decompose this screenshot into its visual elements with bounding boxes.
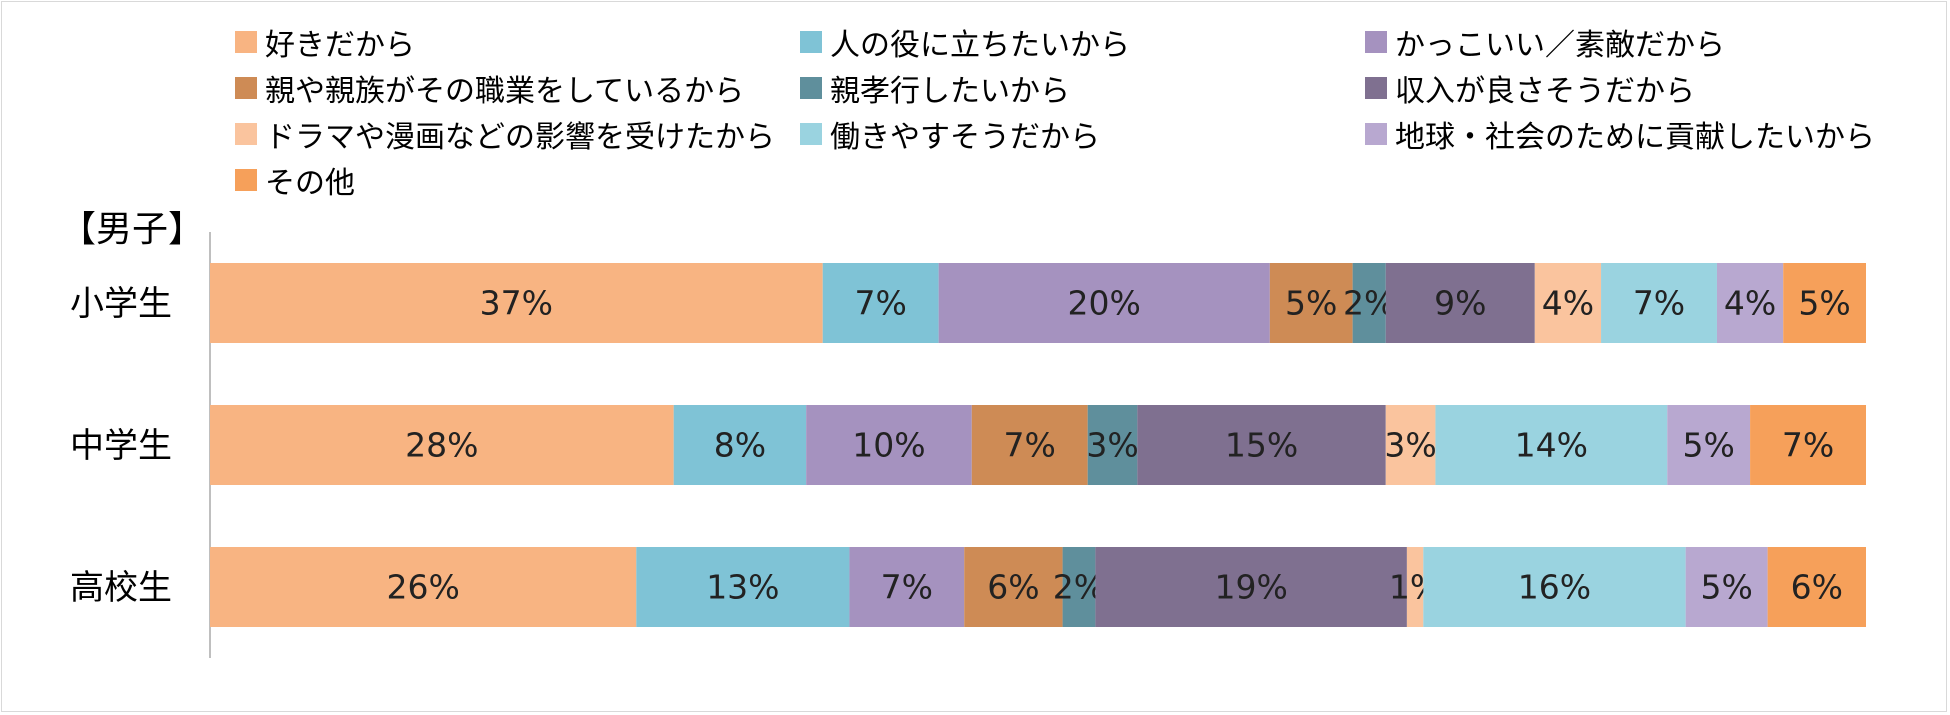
bar-segment	[1062, 547, 1096, 627]
data-label: 7%	[1633, 284, 1685, 323]
legend-label: 好きだから	[265, 28, 415, 63]
legend-item: ドラマや漫画などの影響を受けたから	[235, 114, 775, 155]
data-label: 14%	[1515, 426, 1588, 465]
data-label: 13%	[706, 568, 779, 607]
data-label: 15%	[1225, 426, 1298, 465]
chart-title: 【男子】	[60, 209, 205, 250]
bar-segment	[1667, 405, 1751, 485]
legend-item: 親や親族がその職業をしているから	[235, 68, 745, 109]
data-label: 4%	[1724, 284, 1776, 323]
legend-label: 働きやすそうだから	[830, 120, 1100, 155]
bar-segment	[1406, 547, 1424, 627]
legend-item: 地球・社会のために貢献したいから	[1365, 114, 1875, 155]
data-label: 4%	[1542, 284, 1594, 323]
legend-label: 地球・社会のために貢献したいから	[1395, 120, 1875, 155]
bar-segment	[1269, 263, 1353, 343]
data-label: 10%	[852, 426, 925, 465]
legend-label: 収入が良さそうだから	[1395, 74, 1695, 109]
bar-segment	[1783, 263, 1866, 343]
legend-label: 人の役に立ちたいから	[830, 28, 1130, 63]
legend-swatch	[1365, 123, 1387, 145]
legend-item: 人の役に立ちたいから	[800, 22, 1130, 63]
data-label: 6%	[1791, 568, 1843, 607]
data-label: 37%	[480, 284, 553, 323]
legend-item: その他	[235, 160, 355, 201]
data-label: 26%	[386, 568, 459, 607]
legend-item: 親孝行したいから	[800, 68, 1070, 109]
bar-segment	[210, 263, 823, 343]
bar-segment	[1716, 263, 1784, 343]
data-label: 5%	[1798, 284, 1850, 323]
legend-label: かっこいい／素敵だから	[1395, 28, 1725, 63]
legend-label: 親孝行したいから	[830, 74, 1070, 109]
bar-segment	[822, 263, 939, 343]
bar-segment	[636, 547, 850, 627]
legend-swatch	[800, 77, 822, 99]
legend-swatch	[235, 77, 257, 99]
data-label: 7%	[1782, 426, 1834, 465]
bar-segment	[1087, 405, 1138, 485]
bar-segment	[1685, 547, 1768, 627]
bar-segment	[1385, 405, 1436, 485]
category-label: 中学生	[70, 426, 172, 466]
bar-segment	[210, 547, 637, 627]
category-label: 小学生	[70, 284, 172, 324]
legend-swatch	[235, 31, 257, 53]
bar-segment	[1095, 547, 1407, 627]
bar-segment	[849, 547, 965, 627]
data-label: 3%	[1384, 426, 1436, 465]
data-label: 20%	[1068, 284, 1141, 323]
bar-segment	[1352, 263, 1386, 343]
bar-segment	[806, 405, 972, 485]
data-label: 7%	[1004, 426, 1056, 465]
legend-item: 働きやすそうだから	[800, 114, 1100, 155]
legend-swatch	[235, 169, 257, 191]
bar-segment	[210, 405, 674, 485]
category-label: 高校生	[70, 568, 172, 608]
legend-item: 好きだから	[235, 22, 415, 63]
data-label: 5%	[1700, 568, 1752, 607]
data-label: 5%	[1285, 284, 1337, 323]
legend-swatch	[1365, 77, 1387, 99]
legend-item: かっこいい／素敵だから	[1365, 22, 1725, 63]
bar-segment	[1137, 405, 1386, 485]
bar-segment	[938, 263, 1270, 343]
bar-segment	[1435, 405, 1668, 485]
data-label: 7%	[881, 568, 933, 607]
data-label: 8%	[714, 426, 766, 465]
legend-label: その他	[265, 166, 355, 201]
data-label: 19%	[1214, 568, 1287, 607]
legend-swatch	[235, 123, 257, 145]
bar-segment	[673, 405, 807, 485]
bar-segment	[964, 547, 1063, 627]
legend-item: 収入が良さそうだから	[1365, 68, 1695, 109]
legend-label: 親や親族がその職業をしているから	[265, 74, 745, 109]
bar-segment	[971, 405, 1088, 485]
data-label: 9%	[1434, 284, 1486, 323]
data-label: 16%	[1518, 568, 1591, 607]
legend-label: ドラマや漫画などの影響を受けたから	[265, 120, 775, 155]
data-label: 5%	[1683, 426, 1735, 465]
bar-segment	[1601, 263, 1717, 343]
bar-segment	[1767, 547, 1866, 627]
bar-segment	[1534, 263, 1602, 343]
legend-swatch	[800, 31, 822, 53]
data-label: 7%	[855, 284, 907, 323]
bar-segment	[1750, 405, 1866, 485]
legend-swatch	[1365, 31, 1387, 53]
bar-segment	[1423, 547, 1686, 627]
bar-segment	[1385, 263, 1535, 343]
data-label: 6%	[987, 568, 1039, 607]
legend-swatch	[800, 123, 822, 145]
data-label: 28%	[405, 426, 478, 465]
data-label: 3%	[1086, 426, 1138, 465]
